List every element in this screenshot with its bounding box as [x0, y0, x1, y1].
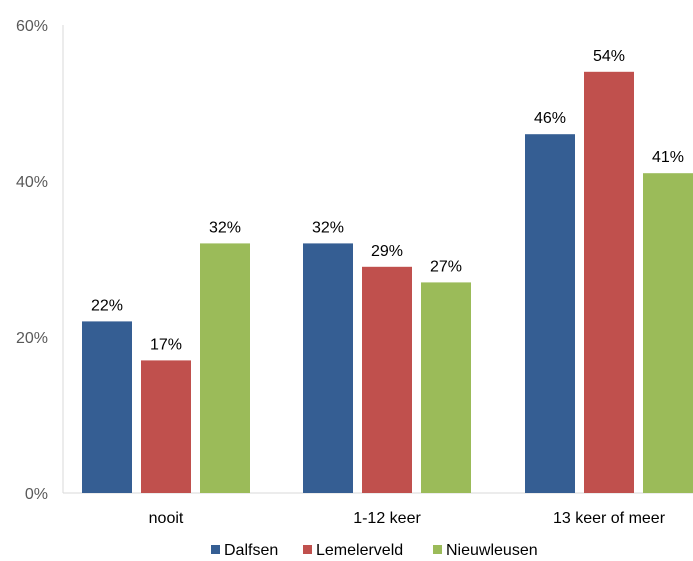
- data-label: 41%: [652, 149, 684, 166]
- data-label: 32%: [209, 219, 241, 236]
- data-label: 27%: [430, 258, 462, 275]
- legend-label: Lemelerveld: [316, 542, 403, 559]
- legend-swatch: [303, 545, 312, 554]
- bar: [421, 282, 471, 493]
- data-label: 22%: [91, 297, 123, 314]
- data-labels: 22% 32% 46% 17% 29% 54% 32% 27% 41%: [91, 48, 684, 354]
- x-axis-labels: nooit 1-12 keer 13 keer of meer: [149, 510, 666, 527]
- x-tick-label: 13 keer of meer: [553, 510, 666, 527]
- data-label: 46%: [534, 110, 566, 127]
- legend-label: Nieuwleusen: [446, 542, 538, 559]
- bars: [82, 71, 693, 494]
- bar: [303, 243, 353, 493]
- y-tick-label: 0%: [25, 486, 48, 503]
- bar: [362, 266, 412, 493]
- bar: [643, 173, 693, 493]
- data-label: 54%: [593, 48, 625, 65]
- bar: [584, 71, 634, 494]
- y-tick-label: 40%: [16, 174, 48, 191]
- x-tick-label: nooit: [149, 510, 184, 527]
- bar: [200, 243, 250, 493]
- legend-swatch: [433, 545, 442, 554]
- bar: [82, 321, 132, 493]
- bar: [141, 360, 191, 493]
- legend-swatch: [211, 545, 220, 554]
- y-tick-label: 60%: [16, 18, 48, 35]
- y-tick-label: 20%: [16, 330, 48, 347]
- data-label: 17%: [150, 336, 182, 353]
- data-label: 32%: [312, 219, 344, 236]
- legend: Dalfsen Lemelerveld Nieuwleusen: [211, 542, 538, 559]
- x-tick-label: 1-12 keer: [353, 510, 421, 527]
- legend-label: Dalfsen: [224, 542, 278, 559]
- data-label: 29%: [371, 243, 403, 260]
- bar: [525, 134, 575, 493]
